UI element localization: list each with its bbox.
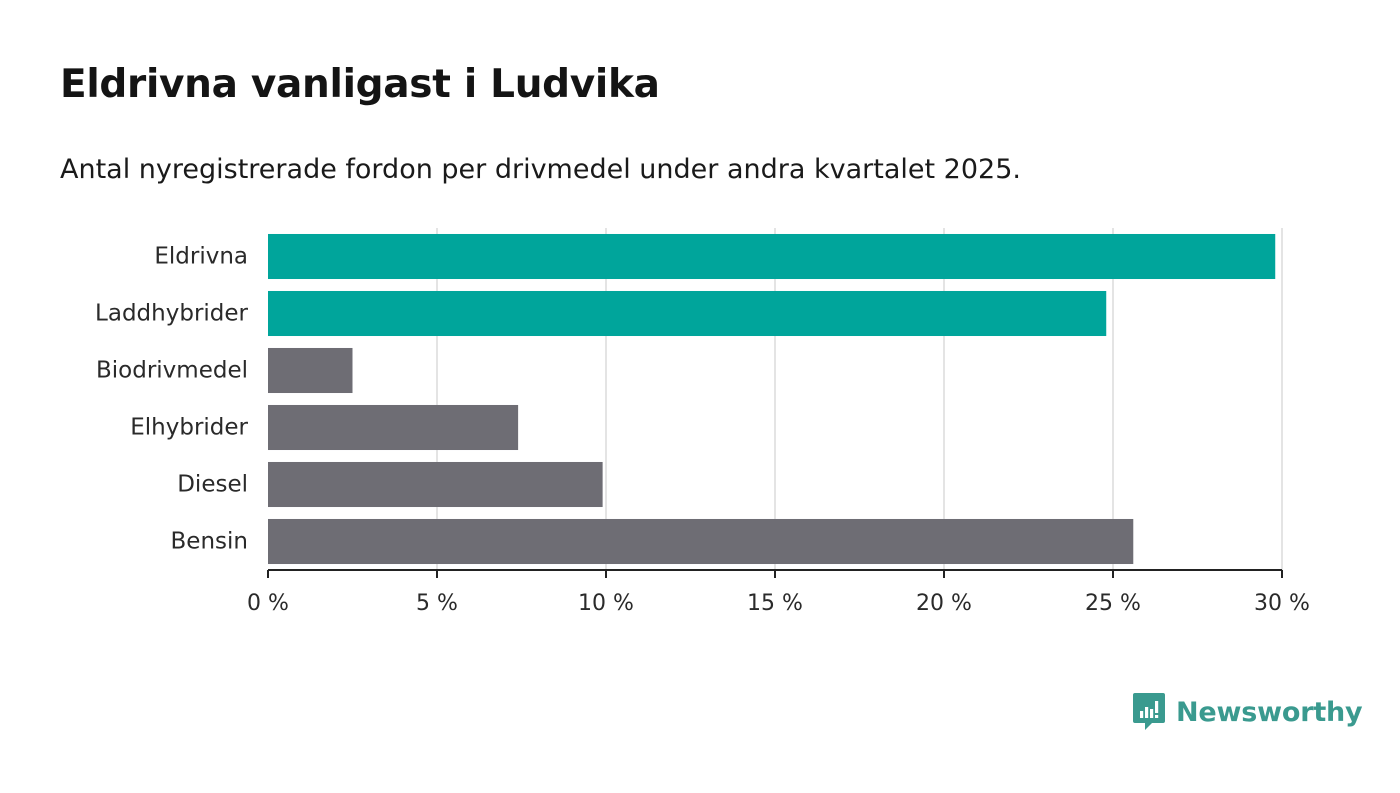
bar [268,518,1134,565]
x-tick-label: 0 % [247,591,289,616]
chart-title: Eldrivna vanligast i Ludvika [60,62,660,107]
x-tick-label: 10 % [578,591,634,616]
x-tick-label: 30 % [1254,591,1310,616]
newsworthy-logo-icon [1133,693,1165,730]
bar [268,347,353,394]
brand-name: Newsworthy [1176,696,1363,728]
bar [268,404,519,451]
category-label: Laddhybrider [95,301,248,327]
category-label: Diesel [177,472,248,498]
bar [268,233,1276,280]
bar [268,290,1107,337]
category-label: Bensin [171,529,248,555]
category-label: Biodrivmedel [96,358,248,384]
chart-subtitle: Antal nyregistrerade fordon per drivmede… [60,154,1021,185]
bar [268,461,603,508]
category-label: Eldrivna [154,244,248,270]
brand-logo: Newsworthy [1132,690,1363,734]
x-tick-label: 15 % [747,591,803,616]
x-tick-label: 25 % [1085,591,1141,616]
x-tick-label: 20 % [916,591,972,616]
x-tick-label: 5 % [416,591,458,616]
category-label: Elhybrider [130,415,248,441]
